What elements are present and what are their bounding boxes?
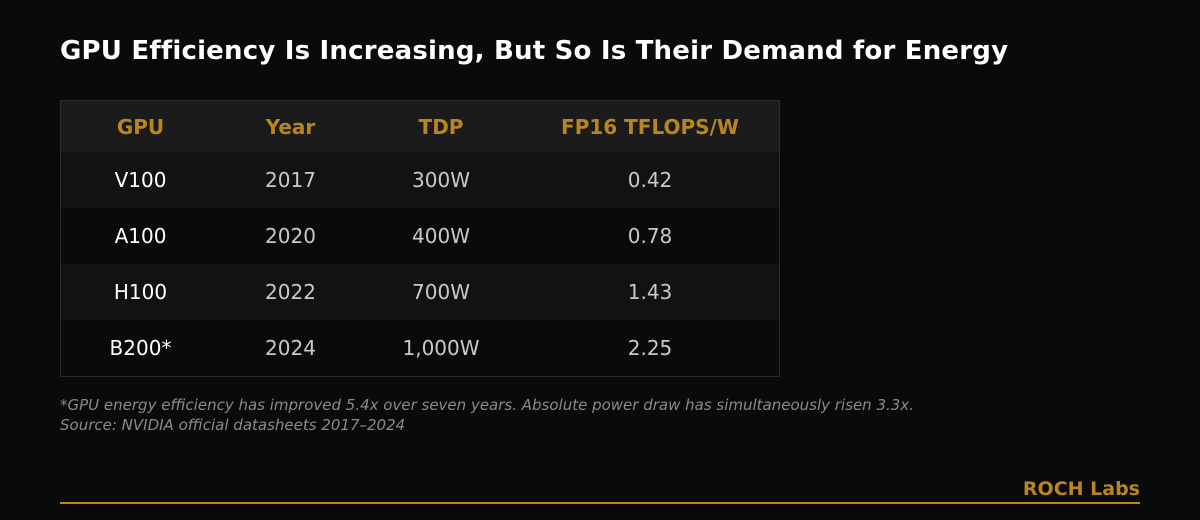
brand-divider xyxy=(60,502,1140,504)
footnotes: *GPU energy efficiency has improved 5.4x… xyxy=(60,395,914,435)
cell-tdp: 1,000W xyxy=(402,336,480,360)
cell-year: 2024 xyxy=(265,336,316,360)
footnote: *GPU energy efficiency has improved 5.4x… xyxy=(60,396,914,414)
cell-gpu: V100 xyxy=(114,168,167,192)
table-header-row: GPU Year TDP FP16 TFLOPS/W xyxy=(61,101,779,152)
data-table: GPU Year TDP FP16 TFLOPS/W V100 2017 300… xyxy=(61,101,779,376)
cell-gpu: H100 xyxy=(113,280,168,304)
page-title: GPU Efficiency Is Increasing, But So Is … xyxy=(60,36,1009,66)
source-note: Source: NVIDIA official datasheets 2017–… xyxy=(60,416,406,434)
column-header-year: Year xyxy=(265,114,316,139)
cell-tdp: 400W xyxy=(412,224,470,248)
cell-tdp: 700W xyxy=(412,280,470,304)
cell-efficiency: 0.42 xyxy=(627,168,673,192)
cell-tdp: 300W xyxy=(412,168,470,192)
table-row: B200* 2024 1,000W 2.25 xyxy=(61,320,779,376)
table-row: V100 2017 300W 0.42 xyxy=(61,152,779,208)
table-row: A100 2020 400W 0.78 xyxy=(61,208,779,264)
table-row: H100 2022 700W 1.43 xyxy=(61,264,779,320)
cell-efficiency: 0.78 xyxy=(627,224,673,248)
column-header-gpu: GPU xyxy=(116,114,165,139)
cell-year: 2020 xyxy=(265,224,316,248)
column-header-tdp: TDP xyxy=(418,114,464,139)
cell-gpu: A100 xyxy=(114,224,167,248)
brand-label: ROCH Labs xyxy=(1022,478,1140,500)
cell-efficiency: 2.25 xyxy=(627,336,673,360)
column-header-efficiency: FP16 TFLOPS/W xyxy=(561,114,739,139)
gpu-table: GPU Year TDP FP16 TFLOPS/W V100 2017 300… xyxy=(60,100,780,377)
cell-year: 2022 xyxy=(265,280,316,304)
cell-gpu: B200* xyxy=(109,336,172,360)
cell-year: 2017 xyxy=(265,168,316,192)
cell-efficiency: 1.43 xyxy=(627,280,673,304)
